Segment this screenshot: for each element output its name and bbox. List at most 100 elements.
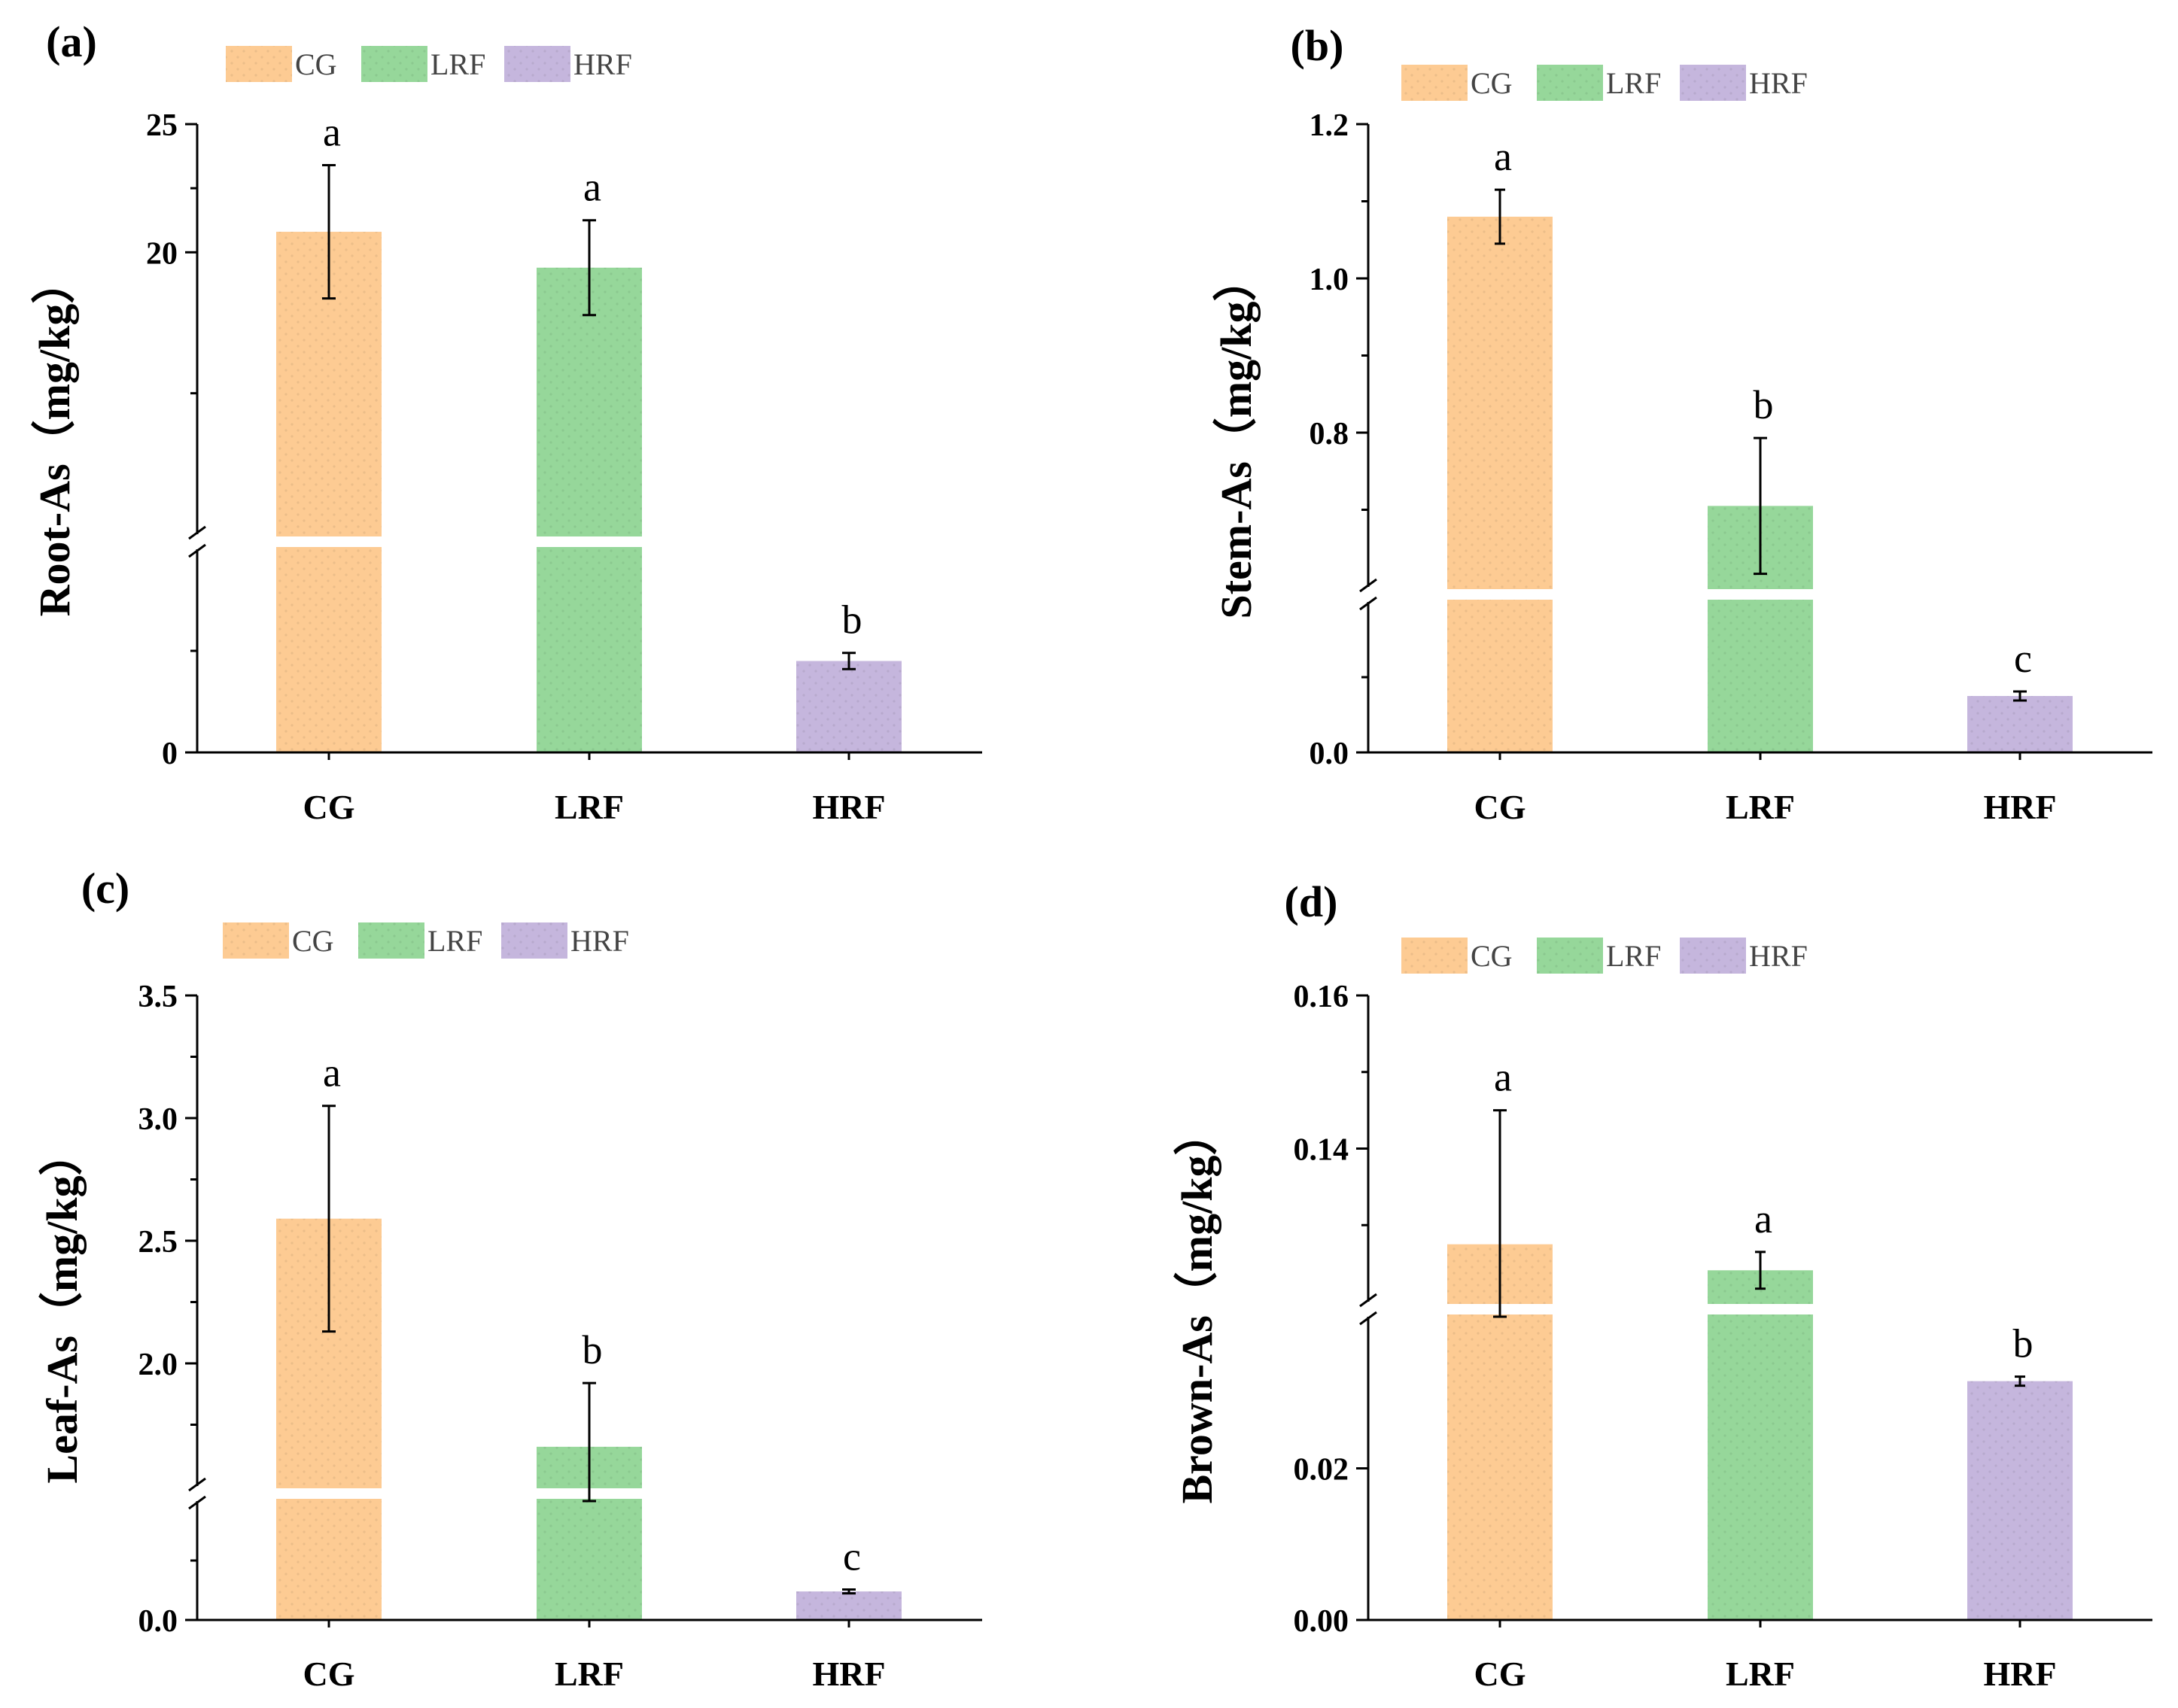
- legend-swatch-texture: [1680, 938, 1746, 974]
- axis-break-mark: [188, 1477, 206, 1492]
- y-tick-label: 0.14: [1294, 1133, 1349, 1168]
- significance-label: a: [323, 1050, 341, 1096]
- axes: 0 20 25: [146, 108, 982, 771]
- x-tick-label: HRF: [1983, 1655, 2056, 1693]
- x-tick-label: CG: [1474, 1655, 1526, 1693]
- significance-label: c: [843, 1534, 861, 1579]
- chart-panel-b: (b) CG LRF HRF a CG b LRF c HRF 0.0 0.8 1.0 1.2 Stem-A…: [1212, 21, 2152, 826]
- axes: 0.0 0.8 1.0 1.2: [1310, 108, 2152, 771]
- y-tick-label: 1.2: [1310, 108, 1349, 143]
- x-tick-label: HRF: [812, 1655, 885, 1693]
- bar-texture: [796, 661, 902, 752]
- panel-label: (b): [1291, 21, 1344, 70]
- bar-cg: a: [275, 110, 383, 752]
- legend-label-cg: CG: [295, 47, 337, 81]
- bar-break-gap: [275, 536, 383, 547]
- significance-label: b: [842, 597, 862, 643]
- bar-cg: a: [275, 1050, 383, 1620]
- legend-label-cg: CG: [1471, 66, 1513, 100]
- legend-label-lrf: LRF: [430, 47, 485, 81]
- legend-swatch-texture: [223, 922, 289, 959]
- bar-lrf: b: [1706, 382, 1814, 752]
- y-tick-label: 0.00: [1294, 1604, 1349, 1639]
- legend-swatch-texture: [1680, 65, 1746, 101]
- significance-label: b: [583, 1327, 603, 1372]
- bar-hrf: b: [796, 597, 902, 752]
- x-tick-label: LRF: [555, 1655, 624, 1693]
- y-axis-title: Stem-As（mg/kg）: [1212, 257, 1261, 618]
- y-tick-label: 0.02: [1294, 1453, 1349, 1488]
- y-tick-label: 3.5: [138, 980, 178, 1014]
- y-tick-label: 0.0: [138, 1604, 178, 1639]
- significance-label: a: [323, 110, 341, 155]
- panel-label: (a): [46, 17, 97, 66]
- bar-break-gap: [1706, 1304, 1814, 1314]
- bar-hrf: c: [1967, 636, 2073, 752]
- y-axis-title: Leaf-As（mg/kg）: [38, 1132, 87, 1483]
- legend-label-lrf: LRF: [1606, 939, 1661, 973]
- significance-label: a: [1494, 134, 1512, 179]
- bar-hrf: b: [1967, 1321, 2073, 1620]
- axis-break-mark: [1359, 1311, 1377, 1326]
- significance-label: b: [1754, 382, 1774, 427]
- legend-label-lrf: LRF: [1606, 66, 1661, 100]
- y-axis-title: Brown-As（mg/kg）: [1173, 1112, 1221, 1504]
- legend-swatch-texture: [1537, 65, 1603, 101]
- bar-texture: [537, 267, 642, 752]
- legend-label-hrf: HRF: [570, 924, 629, 958]
- y-tick-label: 0: [162, 737, 178, 771]
- legend-label-hrf: HRF: [573, 47, 632, 81]
- x-tick-label: CG: [303, 1655, 355, 1693]
- legend-swatch-texture: [226, 46, 292, 82]
- x-tick-label: CG: [1474, 788, 1526, 826]
- legend: CG LRF HRF: [1401, 65, 1808, 101]
- y-tick-label: 2.0: [138, 1348, 178, 1382]
- panel-label: (c): [81, 864, 129, 913]
- bar-texture: [1967, 696, 2073, 752]
- x-tick-label: LRF: [555, 788, 624, 826]
- bar-texture: [1967, 1381, 2073, 1620]
- y-tick-label: 20: [146, 236, 178, 271]
- y-tick-label: 25: [146, 108, 178, 143]
- y-tick-label: 2.5: [138, 1225, 178, 1260]
- axis-break-mark: [1359, 596, 1377, 611]
- bar-break-gap: [275, 1488, 383, 1499]
- panel-label: (d): [1285, 877, 1338, 926]
- significance-label: a: [1754, 1196, 1772, 1241]
- bar-lrf: a: [1706, 1196, 1814, 1620]
- x-tick-label: LRF: [1726, 1655, 1795, 1693]
- legend-swatch-texture: [1537, 938, 1603, 974]
- bar-texture: [796, 1591, 902, 1620]
- bar-texture: [276, 232, 382, 752]
- bar-break-gap: [1446, 589, 1554, 600]
- legend-label-lrf: LRF: [427, 924, 482, 958]
- y-tick-label: 0.16: [1294, 980, 1349, 1014]
- x-tick-label: LRF: [1726, 788, 1795, 826]
- legend-label-cg: CG: [292, 924, 334, 958]
- chart-panel-d: (d) CG LRF HRF a CG a LRF b HRF 0.00 0.02 0.14 0.16 Br…: [1173, 877, 2152, 1693]
- axis-break-mark: [188, 1495, 206, 1510]
- legend-label-hrf: HRF: [1749, 939, 1808, 973]
- bar-texture: [1447, 217, 1553, 752]
- legend-swatch-texture: [501, 922, 567, 959]
- bar-texture: [1708, 1270, 1813, 1620]
- x-tick-label: HRF: [1983, 788, 2056, 826]
- bar-lrf: b: [535, 1327, 643, 1620]
- chart-panel-a: (a) CG LRF HRF a CG a LRF b HRF 0 20 25 Root-As（mg/kg…: [30, 17, 982, 826]
- legend: CG LRF HRF: [1401, 938, 1808, 974]
- bar-break-gap: [535, 536, 643, 547]
- chart-panel-c: (c) CG LRF HRF a CG b LRF c HRF 0.0 2.0 2.5 3.0 3.5 Lea…: [38, 864, 982, 1693]
- y-axis-title: Root-As（mg/kg）: [30, 260, 79, 617]
- significance-label: a: [1494, 1055, 1512, 1100]
- significance-label: b: [2013, 1321, 2034, 1366]
- y-tick-label: 0.8: [1310, 417, 1349, 451]
- significance-label: c: [2014, 636, 2032, 681]
- bar-hrf: c: [796, 1534, 902, 1620]
- legend-swatch-texture: [358, 922, 424, 959]
- axes: 0.00 0.02 0.14 0.16: [1294, 980, 2152, 1639]
- legend-swatch-texture: [1401, 938, 1468, 974]
- axis-break-mark: [188, 543, 206, 558]
- y-tick-label: 0.0: [1310, 737, 1349, 771]
- y-tick-label: 1.0: [1310, 263, 1349, 297]
